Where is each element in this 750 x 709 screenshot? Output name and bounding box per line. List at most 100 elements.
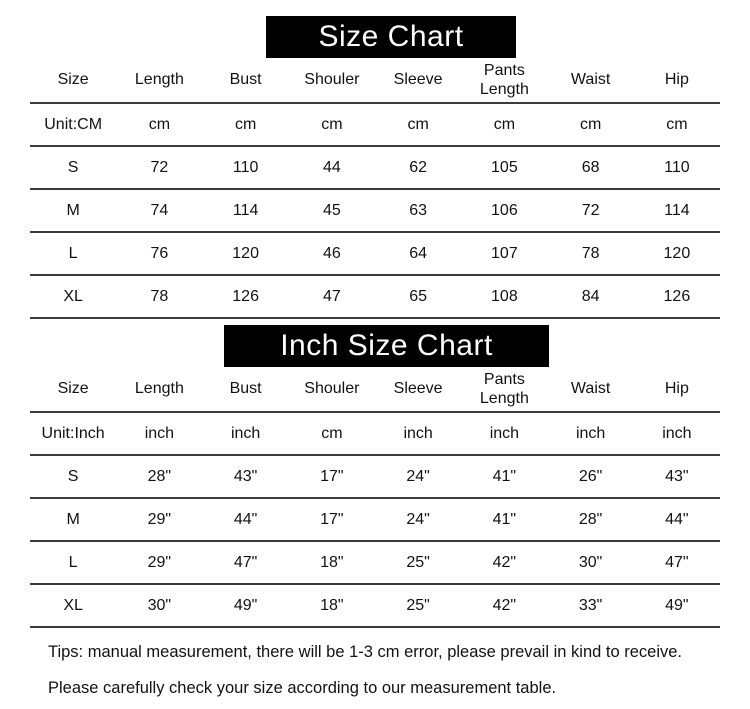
table-cell: S <box>67 158 79 176</box>
table-cell: 43" <box>233 467 258 485</box>
inch-size-table: Size Length Bust Shouler Sleeve Pants Length W… <box>30 367 720 628</box>
table-cell: 30" <box>578 553 603 571</box>
cm-size-table: Size Length Bust Shouler Sleeve Pants Length W… <box>30 58 720 319</box>
table-cell: inch <box>230 424 261 442</box>
table-cell: cm <box>148 115 171 133</box>
column-header: Bust <box>229 380 262 398</box>
inch-size-chart-banner: Inch Size Chart <box>224 325 549 367</box>
table-cell: XL <box>63 287 83 305</box>
column-header: Waist <box>570 71 611 89</box>
cm-size-chart-banner: Size Chart <box>266 16 516 58</box>
column-header: Length <box>134 71 184 89</box>
column-header: Shouler <box>304 380 360 398</box>
column-header: Pants Length <box>479 61 529 98</box>
table-cell: 28" <box>578 510 603 528</box>
column-header: Size <box>57 71 89 89</box>
column-header: Length <box>134 380 184 398</box>
table-cell: 84 <box>581 287 600 305</box>
table-cell: 30" <box>147 596 172 614</box>
table-row: S 72 110 44 62 105 68 110 <box>30 146 720 189</box>
table-cell: 78 <box>581 244 600 262</box>
table-cell: 72 <box>150 158 169 176</box>
table-cell: 24" <box>406 467 430 485</box>
cm-size-chart-title: Size Chart <box>318 20 464 53</box>
table-cell: 49" <box>233 596 258 614</box>
table-cell: 63 <box>409 201 428 219</box>
table-cell: 106 <box>491 201 518 219</box>
table-cell: cm <box>666 115 688 133</box>
table-row: M 74 114 45 63 106 72 114 <box>30 189 720 232</box>
table-cell: 44" <box>665 510 689 528</box>
tips-line-1: Tips: manual measurement, there will be … <box>48 643 683 661</box>
column-header: Size <box>57 380 89 398</box>
inch-size-chart-title: Inch Size Chart <box>280 329 493 362</box>
table-row: Unit:CM cm cm cm cm cm cm cm <box>30 103 720 146</box>
table-cell: M <box>66 201 80 219</box>
table-cell: 65 <box>409 287 428 305</box>
table-cell: 33" <box>578 596 603 614</box>
table-row: XL 30" 49" 18" 25" 42" 33" 49" <box>30 584 720 627</box>
table-cell: 126 <box>232 287 259 305</box>
table-cell: 126 <box>663 287 691 305</box>
table-cell: 68 <box>581 158 600 176</box>
table-cell: 43" <box>665 467 689 485</box>
table-cell: cm <box>234 115 257 133</box>
table-cell: 74 <box>150 201 169 219</box>
table-cell: 108 <box>491 287 518 305</box>
table-cell: 28" <box>147 467 172 485</box>
table-cell: 114 <box>664 201 690 219</box>
table-cell: 29" <box>147 510 172 528</box>
table-cell: 62 <box>409 158 428 176</box>
table-cell: 47" <box>665 553 689 571</box>
table-cell: cm <box>407 115 429 133</box>
table-cell: inch <box>662 424 692 442</box>
tips-section: Tips: manual measurement, there will be … <box>48 642 750 700</box>
column-header: Waist <box>570 380 611 398</box>
table-row: M 29" 44" 17" 24" 41" 28" 44" <box>30 498 720 541</box>
column-header: Hip <box>664 71 689 89</box>
table-cell: L <box>68 553 78 571</box>
table-cell: 17" <box>320 510 344 528</box>
column-header: Sleeve <box>393 71 443 89</box>
table-cell: 41" <box>492 510 517 528</box>
column-header: Pants Length <box>479 370 529 407</box>
column-header: Hip <box>664 380 689 398</box>
column-header: Bust <box>229 71 262 89</box>
table-cell: 45 <box>322 201 341 219</box>
table-cell: 110 <box>232 158 259 176</box>
column-header: Sleeve <box>393 380 443 398</box>
table-cell: 26" <box>578 467 603 485</box>
table-cell: L <box>68 244 78 262</box>
table-cell: XL <box>63 596 83 614</box>
header-row: Size Length Bust Shouler Sleeve Pants Length W… <box>30 367 720 412</box>
table-cell: 49" <box>665 596 689 614</box>
table-cell: inch <box>144 424 175 442</box>
table-cell: 64 <box>409 244 428 262</box>
table-cell: 29" <box>147 553 172 571</box>
table-cell: 42" <box>492 596 517 614</box>
table-cell: 110 <box>664 158 690 176</box>
table-cell: Unit:Inch <box>41 424 105 442</box>
table-cell: 47 <box>322 287 341 305</box>
table-cell: S <box>67 467 79 485</box>
table-row: L 29" 47" 18" 25" 42" 30" 47" <box>30 541 720 584</box>
table-cell: 44 <box>322 158 341 176</box>
table-cell: cm <box>321 115 343 133</box>
table-cell: 46 <box>322 244 341 262</box>
table-cell: 42" <box>492 553 517 571</box>
table-cell: cm <box>321 424 343 442</box>
table-cell: 105 <box>491 158 518 176</box>
table-cell: 24" <box>406 510 430 528</box>
table-cell: 114 <box>232 201 259 219</box>
table-cell: 41" <box>492 467 517 485</box>
table-cell: 120 <box>663 244 691 262</box>
table-row: Unit:Inch inch inch cm inch inch inch inch <box>30 412 720 455</box>
table-cell: 107 <box>491 244 518 262</box>
table-row: XL 78 126 47 65 108 84 126 <box>30 275 720 318</box>
table-cell: 47" <box>233 553 258 571</box>
table-cell: 120 <box>232 244 259 262</box>
table-cell: 72 <box>581 201 600 219</box>
table-cell: 78 <box>150 287 169 305</box>
table-cell: inch <box>489 424 520 442</box>
